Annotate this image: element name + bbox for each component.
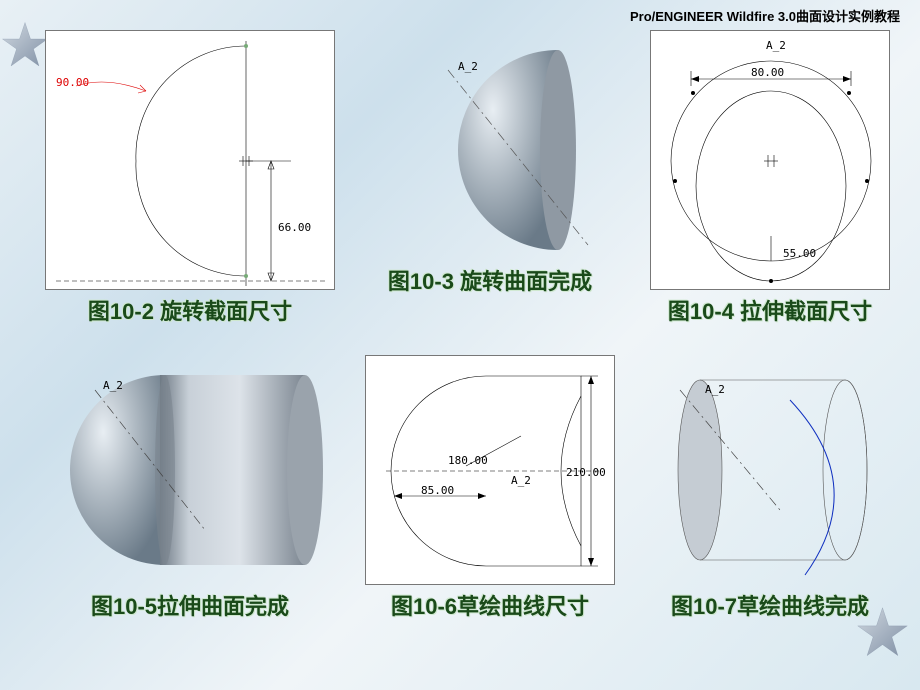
caption-10-5: 图10-5拉伸曲面完成 xyxy=(91,593,289,621)
figure-grid: 90.00 66.00 图10-2 旋转截面尺寸 A_2 xyxy=(0,0,920,690)
revolved-surface-diagram: A_2 xyxy=(383,30,598,260)
figure-10-2-box: 90.00 66.00 xyxy=(45,30,335,290)
dim-width: 85.00 xyxy=(421,484,454,497)
dim-radius: 90.00 xyxy=(56,76,89,89)
axis-label: A_2 xyxy=(511,474,531,487)
dim-height: 66.00 xyxy=(278,221,311,234)
figure-10-5: A_2 图10-5拉伸曲面完成 xyxy=(45,355,335,660)
caption-10-7: 图10-7草绘曲线完成 xyxy=(671,593,869,621)
extrude-section-diagram: A_2 80.00 55.00 xyxy=(651,31,891,291)
caption-10-2: 图10-2 旋转截面尺寸 xyxy=(88,298,292,326)
figure-10-4: A_2 80.00 55.00 图10-4 拉伸截面尺寸 xyxy=(645,30,895,335)
figure-10-5-box: A_2 xyxy=(45,355,335,585)
figure-10-7-box: A_2 xyxy=(645,355,895,585)
dim-width: 80.00 xyxy=(751,66,784,79)
caption-10-4: 图10-4 拉伸截面尺寸 xyxy=(668,298,872,326)
caption-10-6: 图10-6草绘曲线尺寸 xyxy=(391,593,589,621)
axis-label: A_2 xyxy=(103,379,123,392)
figure-10-4-box: A_2 80.00 55.00 xyxy=(650,30,890,290)
axis-label: A_2 xyxy=(705,383,725,396)
figure-10-2: 90.00 66.00 图10-2 旋转截面尺寸 xyxy=(45,30,335,335)
figure-10-3: A_2 图10-3 旋转曲面完成 xyxy=(365,30,615,335)
dim-bottom: 55.00 xyxy=(783,247,816,260)
page-header: Pro/ENGINEER Wildfire 3.0曲面设计实例教程 xyxy=(630,6,900,25)
figure-10-3-box: A_2 xyxy=(383,30,598,260)
extruded-surface-diagram: A_2 xyxy=(45,355,335,585)
star-decoration xyxy=(855,605,910,665)
dim-angle: 180.00 xyxy=(448,454,488,467)
figure-10-6: 180.00 A_2 85.00 210.00 图10-6草绘曲线尺寸 xyxy=(365,355,615,660)
star-decoration xyxy=(0,20,50,75)
caption-10-3: 图10-3 旋转曲面完成 xyxy=(388,268,592,296)
figure-10-6-box: 180.00 A_2 85.00 210.00 xyxy=(365,355,615,585)
axis-label: A_2 xyxy=(458,60,478,73)
sketch-curve-done-diagram: A_2 xyxy=(645,355,895,585)
sketch-curve-dim-diagram: 180.00 A_2 85.00 210.00 xyxy=(366,356,616,586)
rotated-section-diagram: 90.00 66.00 xyxy=(46,31,336,291)
axis-label: A_2 xyxy=(766,39,786,52)
dim-height: 210.00 xyxy=(566,466,606,479)
